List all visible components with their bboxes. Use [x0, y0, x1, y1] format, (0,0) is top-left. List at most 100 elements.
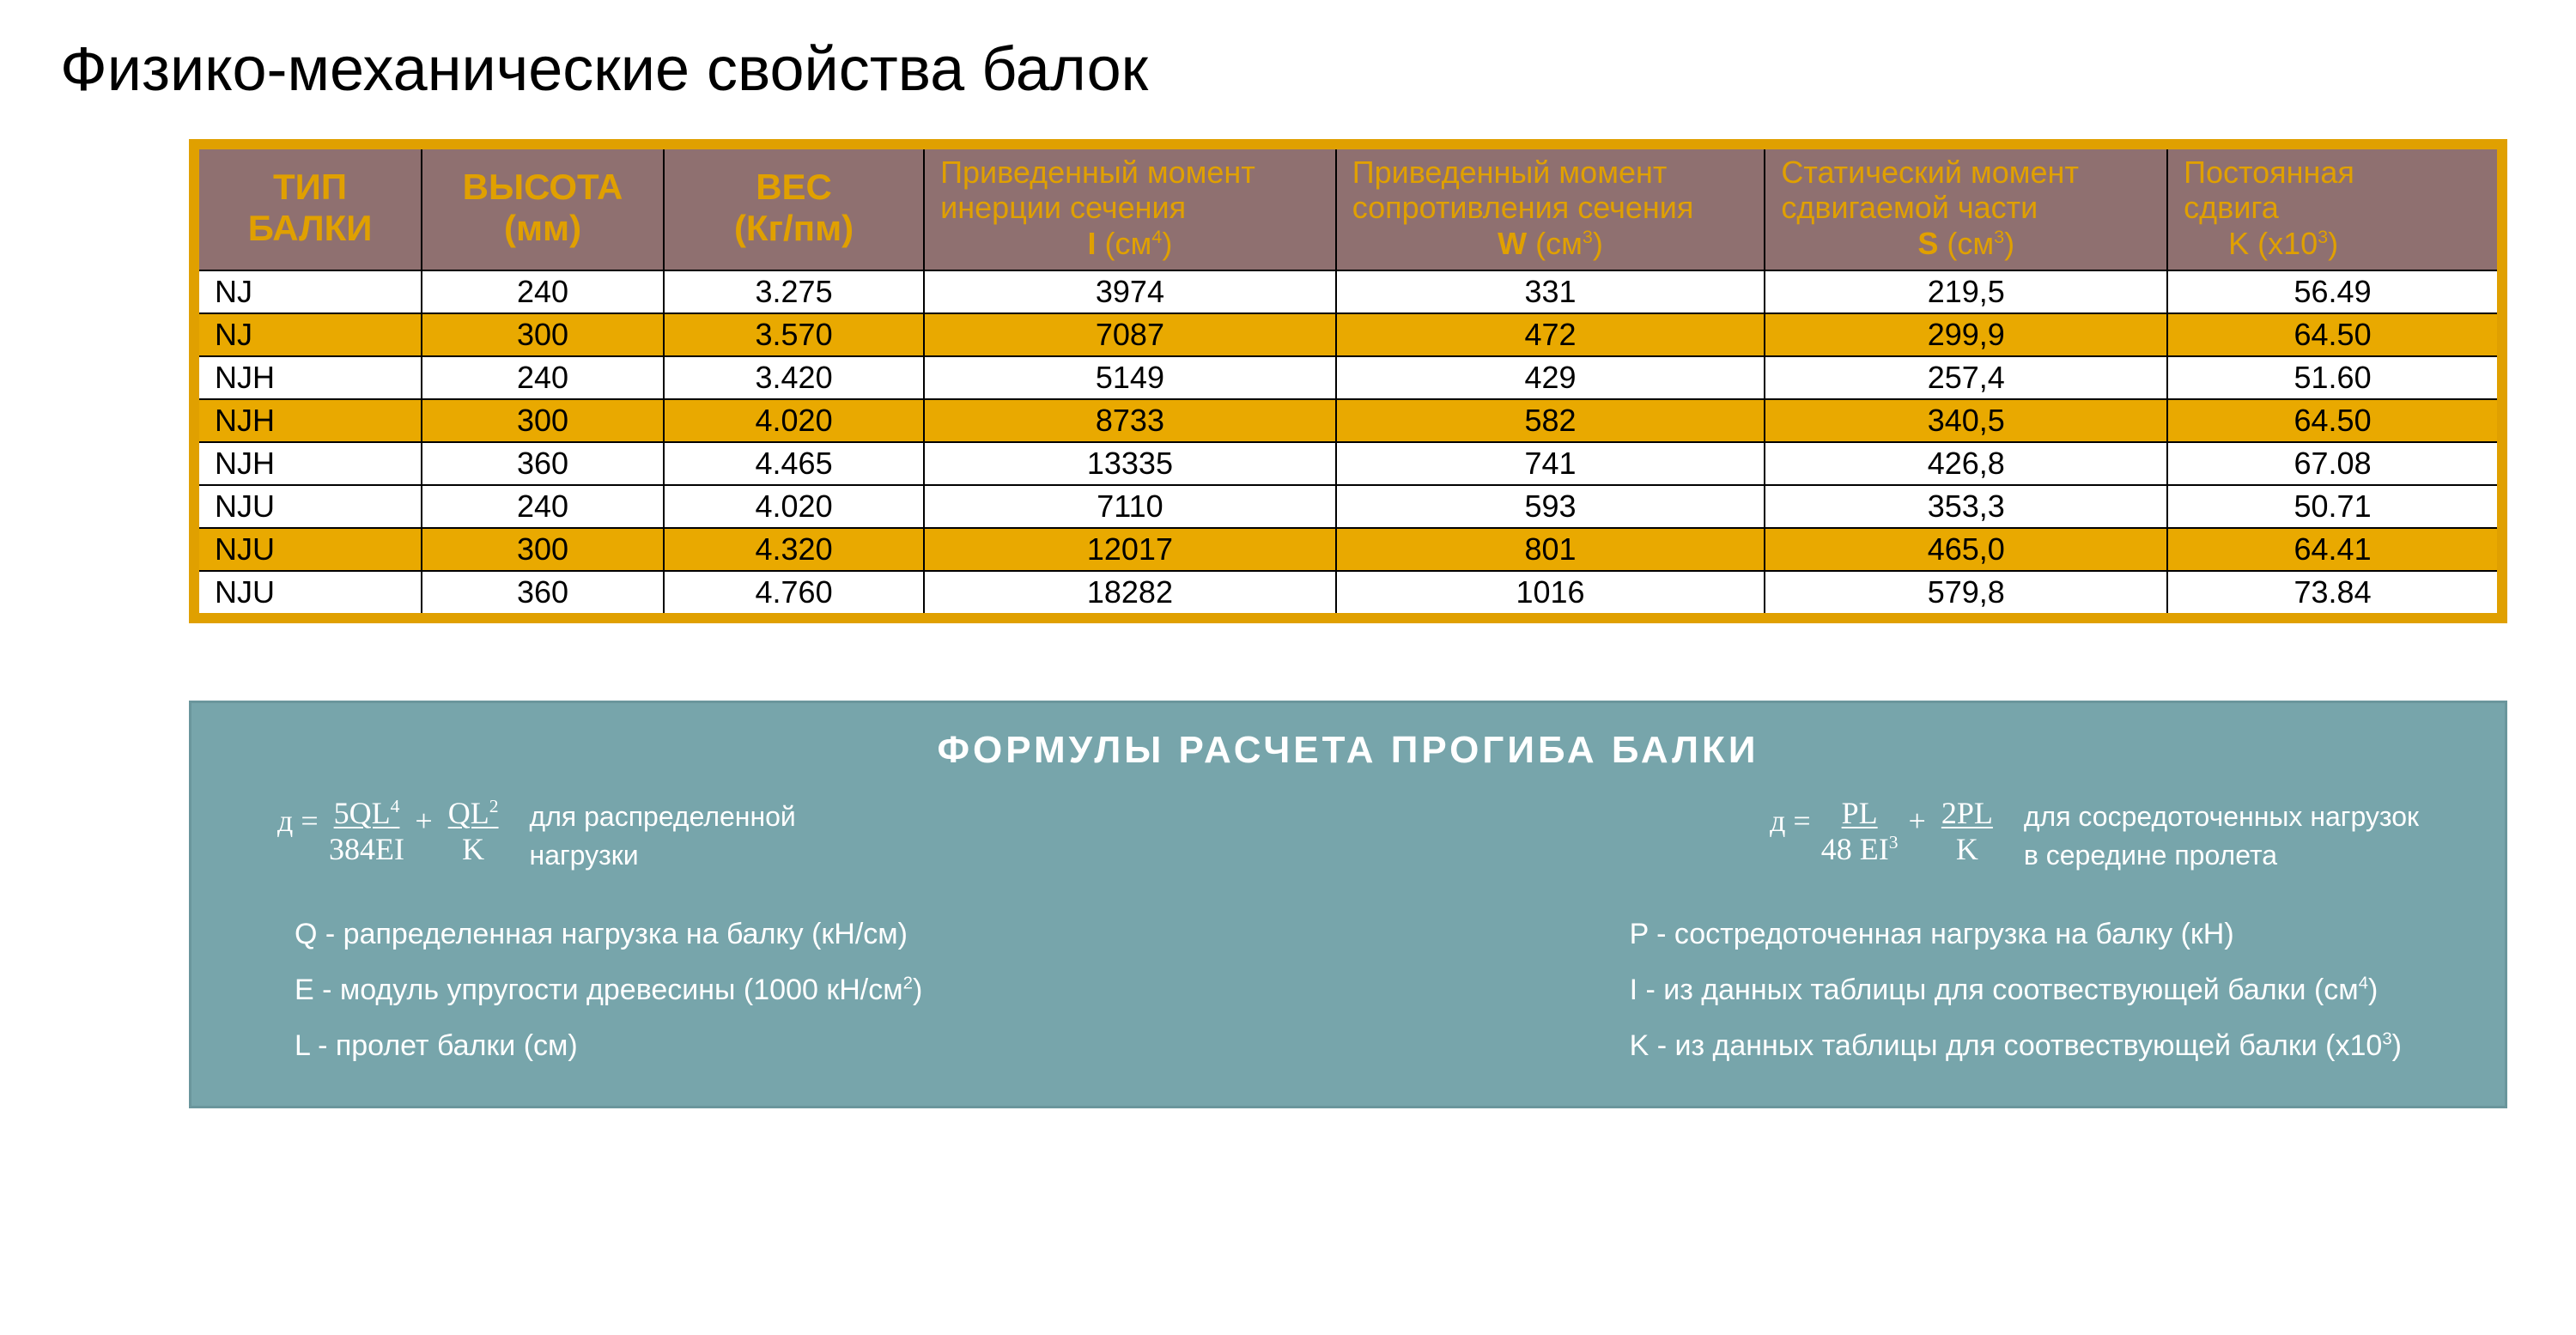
formula-concentrated: д = PL 48 EI3 + 2PL K для сосредоточенны… [1770, 798, 2419, 875]
table-cell: 300 [422, 313, 664, 356]
table-cell: 300 [422, 528, 664, 571]
table-cell: 8733 [924, 399, 1336, 442]
formula-2-term1: PL 48 EI3 [1821, 798, 1899, 865]
page: Физико-механические свойства балок ТИПБА… [0, 0, 2576, 1177]
table-cell: 1016 [1336, 571, 1765, 618]
table-cell: 64.50 [2167, 313, 2502, 356]
beam-table-container: ТИПБАЛКИВЫСОТА(мм)ВЕС(Кг/пм)Приведенный … [189, 139, 2507, 623]
table-body: NJ2403.2753974331219,556.49NJ3003.570708… [194, 270, 2502, 618]
table-header-row: ТИПБАЛКИВЫСОТА(мм)ВЕС(Кг/пм)Приведенный … [194, 144, 2502, 270]
formula-2-desc: для сосредоточенных нагрузокв середине п… [2024, 798, 2419, 875]
table-cell: 18282 [924, 571, 1336, 618]
legend-item: L - пролет балки (см) [295, 1029, 922, 1063]
plus-sign: + [415, 798, 432, 839]
formula-2-t2-num: 2PL [1936, 798, 1998, 830]
formula-2-t2-den: K [1956, 830, 1978, 865]
table-row: NJU3004.32012017801465,064.41 [194, 528, 2502, 571]
table-cell: 3.275 [664, 270, 924, 313]
formula-1-t1-den: 384EI [329, 830, 404, 865]
table-cell: NJ [194, 270, 422, 313]
table-cell: 465,0 [1765, 528, 2167, 571]
table-header-cell: ВЕС(Кг/пм) [664, 144, 924, 270]
table-row: NJH3604.46513335741426,867.08 [194, 442, 2502, 485]
table-header-cell: Приведенный моментинерции сеченияI (см4) [924, 144, 1336, 270]
formula-2-term2: 2PL K [1936, 798, 1998, 865]
table-cell: 593 [1336, 485, 1765, 528]
table-cell: 801 [1336, 528, 1765, 571]
table-cell: 50.71 [2167, 485, 2502, 528]
page-title: Физико-механические свойства балок [60, 34, 2524, 105]
table-cell: 56.49 [2167, 270, 2502, 313]
table-cell: 240 [422, 356, 664, 399]
legend-item: I - из данных таблицы для соотвествующей… [1630, 974, 2402, 1007]
table-cell: 4.320 [664, 528, 924, 571]
table-row: NJU2404.0207110593353,350.71 [194, 485, 2502, 528]
table-cell: 300 [422, 399, 664, 442]
table-cell: 7087 [924, 313, 1336, 356]
panel-title: ФОРМУЛЫ РАСЧЕТА ПРОГИБА БАЛКИ [243, 729, 2453, 772]
table-cell: NJH [194, 399, 422, 442]
table-cell: 5149 [924, 356, 1336, 399]
beam-properties-table: ТИПБАЛКИВЫСОТА(мм)ВЕС(Кг/пм)Приведенный … [189, 139, 2507, 623]
table-cell: 429 [1336, 356, 1765, 399]
legend-item: E - модуль упругости древесины (1000 кН/… [295, 974, 922, 1007]
table-cell: 240 [422, 485, 664, 528]
formula-1-term1: 5QL4 384EI [329, 798, 405, 865]
legend-item: P - состредоточенная нагрузка на балку (… [1630, 918, 2402, 951]
formula-1-t2-num: QL2 [443, 798, 504, 830]
table-row: NJ2403.2753974331219,556.49 [194, 270, 2502, 313]
legend-item: K - из данных таблицы для соотвествующей… [1630, 1029, 2402, 1063]
legend-left-col: Q - рапределенная нагрузка на балку (кН/… [295, 918, 922, 1063]
formula-1-desc: для распределеннойнагрузки [530, 798, 796, 875]
table-cell: 426,8 [1765, 442, 2167, 485]
formula-1-t2-den: K [462, 830, 484, 865]
table-cell: 741 [1336, 442, 1765, 485]
table-cell: 353,3 [1765, 485, 2167, 528]
table-header-cell: ВЫСОТА(мм) [422, 144, 664, 270]
table-row: NJH3004.0208733582340,564.50 [194, 399, 2502, 442]
table-header-cell: Статический моментсдвигаемой частиS (см3… [1765, 144, 2167, 270]
table-cell: 299,9 [1765, 313, 2167, 356]
table-cell: 360 [422, 442, 664, 485]
table-cell: NJU [194, 528, 422, 571]
table-cell: 73.84 [2167, 571, 2502, 618]
formula-2-lhs: д = [1770, 798, 1811, 839]
table-cell: 3.420 [664, 356, 924, 399]
table-header-cell: Приведенный моментсопротивления сеченияW… [1336, 144, 1765, 270]
table-cell: 4.760 [664, 571, 924, 618]
formula-2-t1-den: 48 EI3 [1821, 830, 1899, 865]
table-row: NJ3003.5707087472299,964.50 [194, 313, 2502, 356]
formula-2-t1-num: PL [1837, 798, 1883, 830]
formula-panel: ФОРМУЛЫ РАСЧЕТА ПРОГИБА БАЛКИ д = 5QL4 3… [189, 701, 2507, 1108]
table-cell: 360 [422, 571, 664, 618]
table-cell: 240 [422, 270, 664, 313]
table-cell: 219,5 [1765, 270, 2167, 313]
table-cell: 3.570 [664, 313, 924, 356]
table-cell: 472 [1336, 313, 1765, 356]
legend: Q - рапределенная нагрузка на балку (кН/… [243, 918, 2453, 1063]
table-cell: NJU [194, 571, 422, 618]
table-cell: 64.41 [2167, 528, 2502, 571]
formula-1-equation: д = 5QL4 384EI + QL2 K [277, 798, 504, 865]
plus-sign: + [1909, 798, 1926, 839]
table-cell: 4.020 [664, 399, 924, 442]
legend-item: Q - рапределенная нагрузка на балку (кН/… [295, 918, 922, 951]
formula-1-term2: QL2 K [443, 798, 504, 865]
table-header-cell: ТИПБАЛКИ [194, 144, 422, 270]
table-header-cell: ПостояннаясдвигаK (x103) [2167, 144, 2502, 270]
table-cell: 51.60 [2167, 356, 2502, 399]
legend-right-col: P - состредоточенная нагрузка на балку (… [1630, 918, 2402, 1063]
table-cell: NJU [194, 485, 422, 528]
formula-2-equation: д = PL 48 EI3 + 2PL K [1770, 798, 1998, 865]
formula-1-lhs: д = [277, 798, 319, 839]
table-cell: 3974 [924, 270, 1336, 313]
table-cell: 340,5 [1765, 399, 2167, 442]
table-cell: 579,8 [1765, 571, 2167, 618]
table-row: NJH2403.4205149429257,451.60 [194, 356, 2502, 399]
table-row: NJU3604.760182821016579,873.84 [194, 571, 2502, 618]
table-cell: NJ [194, 313, 422, 356]
formula-1-t1-num: 5QL4 [329, 798, 405, 830]
table-cell: 331 [1336, 270, 1765, 313]
table-cell: NJH [194, 442, 422, 485]
table-cell: 13335 [924, 442, 1336, 485]
